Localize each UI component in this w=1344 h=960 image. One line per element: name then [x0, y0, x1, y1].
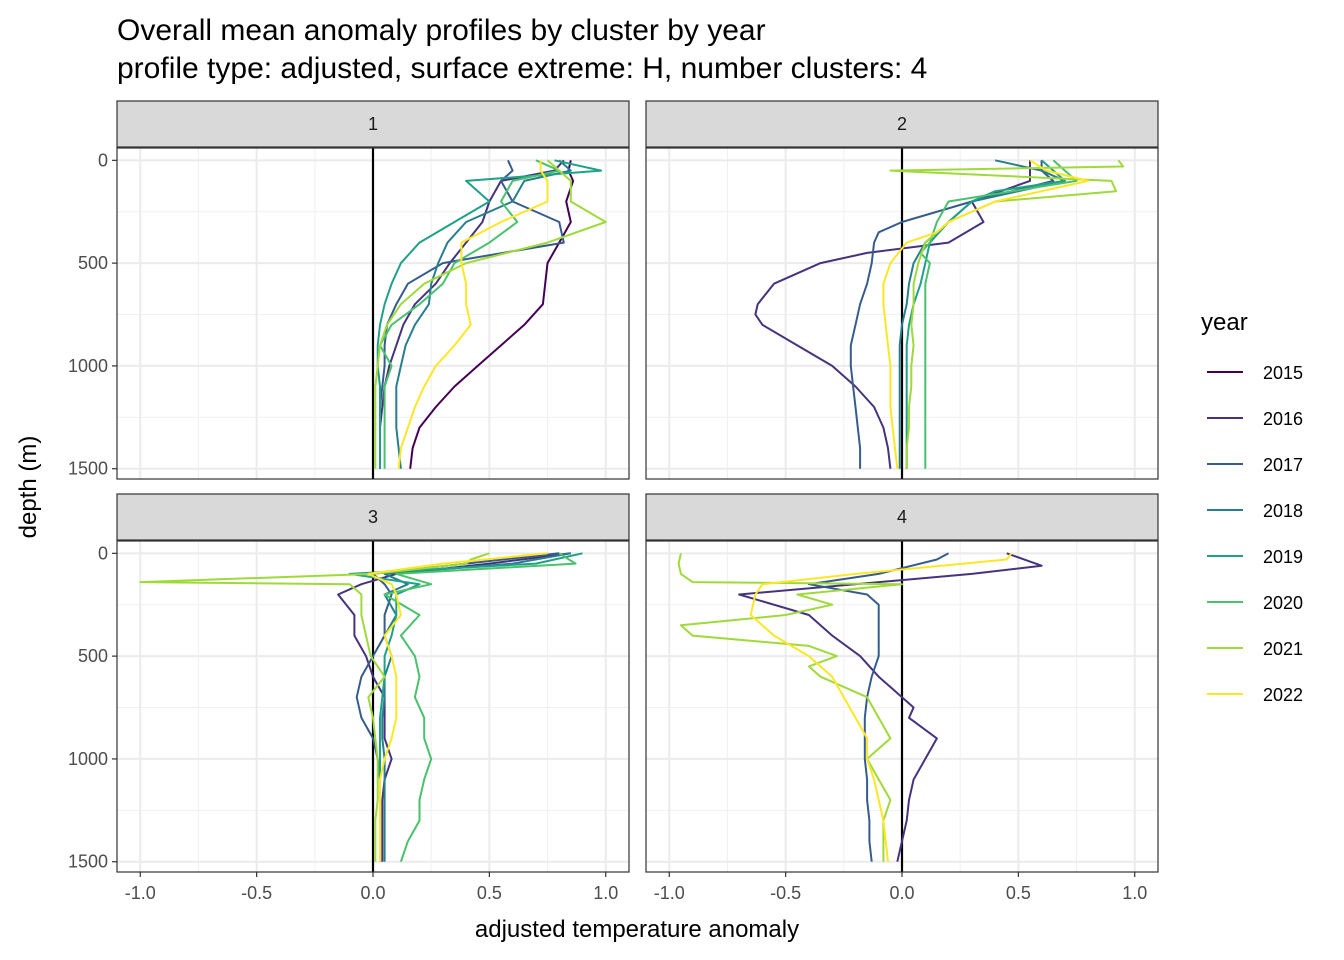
x-tick-label: -0.5 [241, 883, 272, 903]
legend-label: 2022 [1263, 685, 1303, 705]
panel-2: 2 [645, 100, 1159, 480]
y-tick-label: 0 [98, 543, 108, 563]
y-tick-label: 1000 [68, 749, 108, 769]
facet-strip [645, 493, 1159, 541]
x-tick-label: 0.5 [1006, 883, 1031, 903]
legend-item-2017: 2017 [1207, 455, 1303, 475]
series-line-2018 [898, 159, 1066, 469]
legend-label: 2016 [1263, 409, 1303, 429]
x-tick-label: -1.0 [125, 883, 156, 903]
series-line-2022 [367, 552, 548, 862]
panel-border [645, 147, 1159, 480]
series-line-2020 [379, 159, 561, 469]
series-line-2016 [337, 552, 571, 862]
legend-label: 2019 [1263, 547, 1303, 567]
legend-item-2022: 2022 [1207, 685, 1303, 705]
legend-item-2015: 2015 [1207, 363, 1303, 383]
y-axis-title: depth (m) [15, 436, 42, 539]
y-tick-label: 500 [78, 253, 108, 273]
series-line-2015 [409, 160, 575, 469]
series-line-2019 [376, 159, 603, 469]
series-line-2022 [882, 159, 1090, 469]
series-line-2021 [889, 159, 1125, 469]
panel-1: 1 0 500 1000 1500 [68, 100, 630, 480]
y-tick-label: 1000 [68, 356, 108, 376]
series-line-2020 [919, 159, 1078, 469]
series-line-2021 [139, 552, 490, 862]
legend-item-2016: 2016 [1207, 409, 1303, 429]
series-line-2022 [749, 552, 1013, 862]
facet-strip [645, 100, 1159, 148]
x-tick-label: 0.0 [360, 883, 385, 903]
facet-strip-label: 1 [368, 114, 378, 134]
panels: 1 0 500 1000 1500 2 3 0 500 1000 1500 -1.0 -0.5 0.0 0.… [68, 100, 1159, 903]
facet-strip [116, 100, 630, 148]
series-line-2016 [379, 159, 565, 469]
legend: year 2015 2016 2017 2018 2019 2020 2021 2022 [1201, 309, 1303, 705]
legend-label: 2020 [1263, 593, 1303, 613]
legend-title: year [1201, 309, 1248, 336]
x-tick-label: 1.0 [1122, 883, 1147, 903]
panel-3: 3 0 500 1000 1500 -1.0 -0.5 0.0 0.5 1.0 [68, 493, 630, 903]
y-tick-label: 0 [98, 150, 108, 170]
facet-strip-label: 2 [897, 114, 907, 134]
legend-label: 2018 [1263, 501, 1303, 521]
y-tick-label: 500 [78, 646, 108, 666]
x-tick-label: 1.0 [593, 883, 618, 903]
series-line-2016 [738, 552, 1043, 862]
series-line-2018 [395, 159, 572, 469]
legend-label: 2015 [1263, 363, 1303, 383]
series-line-2019 [905, 159, 1066, 469]
legend-item-2019: 2019 [1207, 547, 1303, 567]
y-tick-label: 1500 [68, 459, 108, 479]
facet-strip [116, 493, 630, 541]
series-line-2022 [397, 160, 549, 469]
chart-title: Overall mean anomaly profiles by cluster… [117, 14, 766, 47]
x-tick-label: -0.5 [770, 883, 801, 903]
legend-item-2021: 2021 [1207, 639, 1303, 659]
legend-item-2020: 2020 [1207, 593, 1303, 613]
legend-item-2018: 2018 [1207, 501, 1303, 521]
panel-4: 4 -1.0 -0.5 0.0 0.5 1.0 [645, 493, 1159, 903]
panel-border [116, 147, 630, 480]
y-tick-label: 1500 [68, 852, 108, 872]
chart-subtitle: profile type: adjusted, surface extreme:… [117, 52, 927, 85]
x-axis-title: adjusted temperature anomaly [475, 916, 799, 943]
series-line-2021 [374, 159, 607, 469]
series-line-2021 [677, 553, 903, 862]
legend-label: 2017 [1263, 455, 1303, 475]
legend-label: 2021 [1263, 639, 1303, 659]
facet-strip-label: 4 [897, 507, 907, 527]
x-tick-label: 0.0 [889, 883, 914, 903]
series-line-2020 [383, 552, 577, 863]
facet-strip-label: 3 [368, 507, 378, 527]
x-tick-label: -1.0 [654, 883, 685, 903]
x-tick-label: 0.5 [477, 883, 502, 903]
